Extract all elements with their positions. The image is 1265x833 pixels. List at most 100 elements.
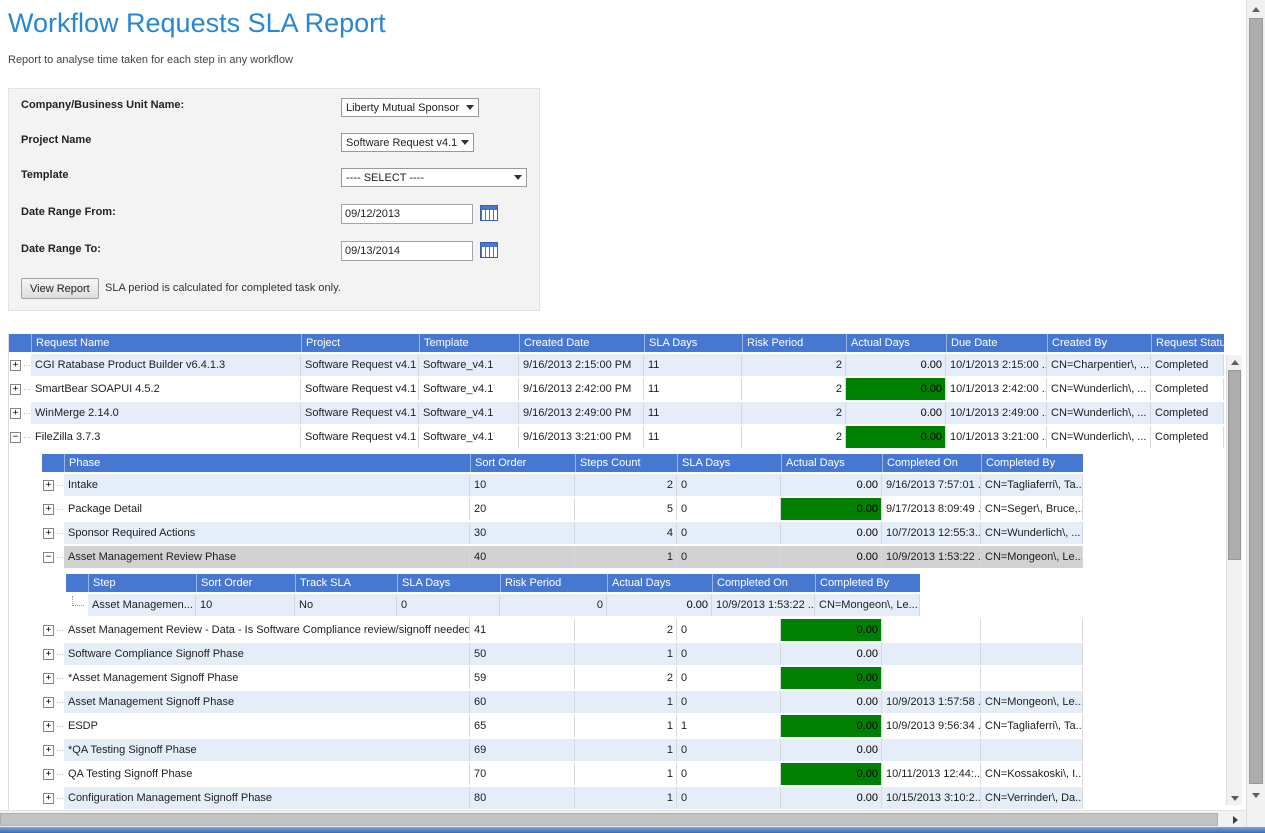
calendar-icon bbox=[480, 205, 498, 221]
actual-days-cell: 0.00 bbox=[781, 739, 882, 761]
project-cell: Software Request v4.1 bbox=[301, 378, 419, 400]
template-cell: Software_v4.1 bbox=[419, 426, 519, 448]
expander-icon[interactable]: + bbox=[10, 407, 21, 419]
sla-days-cell: 0 bbox=[397, 594, 500, 616]
risk-period-cell: 2 bbox=[742, 402, 846, 424]
expander-icon[interactable]: + bbox=[43, 672, 54, 684]
horizontal-scrollbar[interactable] bbox=[0, 810, 1246, 827]
phase-row[interactable]: + Package Detail 20 5 0 0.00 9/17/2013 8… bbox=[42, 498, 1083, 520]
request-row[interactable]: + WinMerge 2.14.0 Software Request v4.1 … bbox=[9, 402, 1224, 424]
created-by-cell: CN=Charpentier\, ... bbox=[1047, 354, 1151, 376]
col-created-date: Created Date bbox=[519, 334, 644, 352]
col-sla-days: SLA Days bbox=[644, 334, 742, 352]
request-row[interactable]: − FileZilla 3.7.3 Software Request v4.1 … bbox=[9, 426, 1224, 448]
expander-icon[interactable]: + bbox=[43, 744, 54, 756]
tree-dots bbox=[54, 667, 64, 689]
expander-icon[interactable]: + bbox=[10, 383, 21, 395]
tree-cell bbox=[66, 594, 88, 616]
expander-icon[interactable]: + bbox=[43, 720, 54, 732]
phases-table-continued: + Asset Management Review - Data - Is So… bbox=[42, 619, 1083, 811]
col-sla-days: SLA Days bbox=[397, 574, 500, 592]
page-vertical-scrollbar[interactable] bbox=[1246, 0, 1265, 827]
actual-days-cell: 0.00 bbox=[781, 691, 882, 713]
phase-row[interactable]: − Asset Management Review Phase 40 1 0 0… bbox=[42, 546, 1083, 568]
completed-by-cell: CN=Mongeon\, Le... bbox=[981, 546, 1083, 568]
expander-icon[interactable]: + bbox=[43, 479, 54, 491]
expander-icon[interactable]: + bbox=[43, 527, 54, 539]
expander-icon[interactable]: + bbox=[10, 359, 21, 371]
horizontal-scrollbar-thumb[interactable] bbox=[0, 813, 1218, 826]
scroll-down-button[interactable] bbox=[1227, 791, 1242, 805]
expander-icon[interactable]: − bbox=[43, 551, 54, 563]
risk-period-cell: 2 bbox=[742, 378, 846, 400]
phase-name-cell: Asset Management Signoff Phase bbox=[64, 691, 470, 713]
date-from-calendar-button[interactable] bbox=[480, 205, 498, 221]
step-name-cell: Asset Managemen... bbox=[88, 594, 196, 616]
scroll-up-button[interactable] bbox=[1227, 355, 1242, 369]
phase-row[interactable]: + Software Compliance Signoff Phase 50 1… bbox=[42, 643, 1083, 665]
expander-cell: + bbox=[42, 498, 64, 520]
expander-icon[interactable]: − bbox=[10, 431, 21, 443]
scroll-down-button[interactable] bbox=[1247, 788, 1265, 802]
date-to-calendar-button[interactable] bbox=[480, 242, 498, 258]
phase-row[interactable]: + ESDP 65 1 1 0.00 10/9/2013 9:56:34 ...… bbox=[42, 715, 1083, 737]
company-select[interactable]: Liberty Mutual Sponsor bbox=[341, 98, 479, 117]
col-actual-days: Actual Days bbox=[607, 574, 712, 592]
phase-row[interactable]: + Intake 10 2 0 0.00 9/16/2013 7:57:01 .… bbox=[42, 474, 1083, 496]
steps-count-cell: 1 bbox=[575, 691, 677, 713]
tree-dots bbox=[54, 787, 64, 809]
phase-row[interactable]: + *Asset Management Signoff Phase 59 2 0… bbox=[42, 667, 1083, 689]
expander-icon[interactable]: + bbox=[43, 768, 54, 780]
template-cell: Software_v4.1 bbox=[419, 402, 519, 424]
phase-row[interactable]: + QA Testing Signoff Phase 70 1 0 0.00 1… bbox=[42, 763, 1083, 785]
phase-row[interactable]: + Asset Management Review - Data - Is So… bbox=[42, 619, 1083, 641]
expander-icon[interactable]: + bbox=[43, 696, 54, 708]
phase-row[interactable]: + Configuration Management Signoff Phase… bbox=[42, 787, 1083, 809]
tree-dots bbox=[21, 354, 31, 376]
template-select[interactable]: ---- SELECT ---- bbox=[341, 168, 527, 187]
expander-icon[interactable]: + bbox=[43, 503, 54, 515]
completed-on-cell: 10/9/2013 1:53:22 ... bbox=[712, 594, 815, 616]
date-from-input[interactable] bbox=[341, 204, 473, 224]
sla-days-cell: 11 bbox=[644, 402, 742, 424]
phase-row[interactable]: + Asset Management Signoff Phase 60 1 0 … bbox=[42, 691, 1083, 713]
col-completed-by: Completed By bbox=[815, 574, 920, 592]
col-step: Step bbox=[88, 574, 196, 592]
date-to-input[interactable] bbox=[341, 241, 473, 261]
request-row[interactable]: + SmartBear SOAPUI 4.5.2 Software Reques… bbox=[9, 378, 1224, 400]
view-report-button[interactable]: View Report bbox=[21, 278, 99, 299]
col-sort-order: Sort Order bbox=[470, 454, 575, 472]
phase-row[interactable]: + *QA Testing Signoff Phase 69 1 0 0.00 bbox=[42, 739, 1083, 761]
sla-days-cell: 0 bbox=[677, 787, 781, 809]
sla-days-cell: 0 bbox=[677, 474, 781, 496]
report-scrollbar-thumb[interactable] bbox=[1228, 370, 1241, 560]
expander-icon[interactable]: + bbox=[43, 624, 54, 636]
report-vertical-scrollbar[interactable] bbox=[1226, 355, 1242, 805]
page-title: Workflow Requests SLA Report bbox=[8, 8, 386, 38]
sla-days-cell: 0 bbox=[677, 691, 781, 713]
created-date-cell: 9/16/2013 3:21:00 PM bbox=[519, 426, 644, 448]
col-actual-days: Actual Days bbox=[846, 334, 946, 352]
expander-icon[interactable]: + bbox=[43, 648, 54, 660]
phase-row[interactable]: + Sponsor Required Actions 30 4 0 0.00 1… bbox=[42, 522, 1083, 544]
phases-table: Phase Sort Order Steps Count SLA Days Ac… bbox=[42, 454, 1083, 570]
sort-order-cell: 65 bbox=[470, 715, 575, 737]
tree-dots bbox=[54, 546, 64, 568]
scroll-right-button[interactable] bbox=[1228, 812, 1243, 827]
scroll-up-button[interactable] bbox=[1247, 2, 1265, 16]
sla-days-cell: 0 bbox=[677, 643, 781, 665]
completed-by-cell bbox=[981, 619, 1083, 641]
completed-by-cell: CN=Tagliaferri\, Ta... bbox=[981, 474, 1083, 496]
sort-order-cell: 70 bbox=[470, 763, 575, 785]
expander-icon[interactable]: + bbox=[43, 792, 54, 804]
page-scrollbar-thumb[interactable] bbox=[1249, 18, 1263, 784]
actual-days-cell: 0.00 bbox=[846, 426, 946, 448]
scroll-down-icon bbox=[1230, 795, 1239, 801]
col-completed-on: Completed On bbox=[712, 574, 815, 592]
step-row[interactable]: Asset Managemen... 10 No 0 0 0.00 10/9/2… bbox=[66, 594, 920, 616]
project-select[interactable]: Software Request v4.1 bbox=[341, 133, 474, 152]
actual-days-cell: 0.00 bbox=[781, 619, 882, 641]
template-label: Template bbox=[21, 169, 69, 181]
request-row[interactable]: + CGI Ratabase Product Builder v6.4.1.3 … bbox=[9, 354, 1224, 376]
sla-days-cell: 0 bbox=[677, 522, 781, 544]
